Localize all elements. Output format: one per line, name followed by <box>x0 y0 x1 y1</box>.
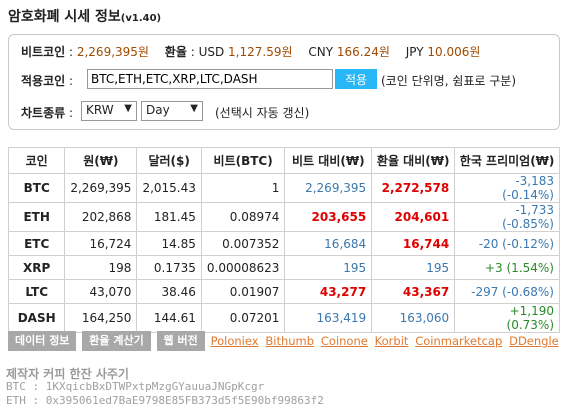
eth-address: ETH : 0x395061ed7BaE9798E85FB373d5f5E90b… <box>6 394 324 407</box>
premium-value: -3,183 (-0.14%) <box>454 173 560 203</box>
price-usd: 38.46 <box>136 279 202 304</box>
table-header-row: 코인 원(₩) 달러($) 비트(BTC) 비트 대비(₩) 환율 대비(₩) … <box>7 147 560 174</box>
price-table: 코인 원(₩) 달러($) 비트(BTC) 비트 대비(₩) 환율 대비(₩) … <box>7 147 560 333</box>
coin-list-input[interactable] <box>87 69 333 89</box>
cny-label: CNY <box>308 45 334 59</box>
table-row: ETC 16,724 14.85 0.007352 16,684 16,744 -20 (-… <box>7 231 560 256</box>
price-btc: 1 <box>200 173 286 203</box>
chart-type-label: 차트종류 : <box>21 106 74 120</box>
price-krw: 43,070 <box>64 279 138 304</box>
price-btc: 0.07201 <box>200 303 286 333</box>
col-premium: 한국 프리미엄(₩) <box>454 147 560 174</box>
col-coin: 코인 <box>7 147 66 174</box>
btc-value: 2,269,395원 <box>76 45 149 59</box>
price-usd: 14.85 <box>136 231 202 256</box>
usd-label: USD <box>198 45 225 59</box>
col-btc: 비트(BTC) <box>200 147 286 174</box>
price-btc: 0.00008623 <box>200 255 286 280</box>
col-vs-fx: 환율 대비(₩) <box>371 147 456 174</box>
jpy-value: 10.006원 <box>427 45 481 59</box>
link-korbit[interactable]: Korbit <box>374 334 409 348</box>
table-row: DASH 164,250 144.61 0.07201 163,419 163,060 +1… <box>7 303 560 333</box>
web-version-button[interactable]: 웹 버전 <box>156 331 205 351</box>
link-ddengle[interactable]: DDengle <box>509 334 559 348</box>
currency-select[interactable]: KRW ▼ <box>81 101 137 121</box>
page-title: 암호화폐 시세 정보(v1.40) <box>8 6 161 26</box>
link-coinone[interactable]: Coinone <box>320 334 368 348</box>
link-coinmarketcap[interactable]: Coinmarketcap <box>415 334 503 348</box>
price-krw: 2,269,395 <box>64 173 138 203</box>
premium-value: -297 (-0.68%) <box>454 279 560 304</box>
auto-refresh-hint: (선택시 자동 갱신) <box>215 106 310 120</box>
price-krw: 164,250 <box>64 303 138 333</box>
data-info-button[interactable]: 데이터 정보 <box>8 331 77 351</box>
fx-calculator-button[interactable]: 환율 계산기 <box>82 331 151 351</box>
price-btc: 0.08974 <box>200 202 286 232</box>
chevron-down-icon: ▼ <box>124 103 132 114</box>
price-krw: 202,868 <box>64 202 138 232</box>
table-row: LTC 43,070 38.46 0.01907 43,277 43,367 -297 (-… <box>7 279 560 304</box>
price-btc: 0.007352 <box>200 231 286 256</box>
premium-value: +1,190 (0.73%) <box>454 303 560 333</box>
price-usd: 144.61 <box>136 303 202 333</box>
donation-title: 제작자 커피 한잔 사주기 <box>6 367 129 381</box>
coin-name: XRP <box>7 255 66 280</box>
premium-value: -1,733 (-0.85%) <box>454 202 560 232</box>
table-row: BTC 2,269,395 2,015.43 1 2,269,395 2,272,578-… <box>7 173 560 203</box>
vs-btc-value: 163,419 <box>284 303 373 333</box>
col-vs-btc: 비트 대비(₩) <box>284 147 373 174</box>
vs-btc-value: 2,269,395 <box>284 173 373 203</box>
price-krw: 198 <box>64 255 138 280</box>
col-krw: 원(₩) <box>64 147 138 174</box>
coin-input-hint: (코인 단위명, 쉼표로 구분) <box>381 74 517 88</box>
bottom-toolbar: 데이터 정보 환율 계산기 웹 버전 Poloniex Bithumb Coin… <box>8 331 562 351</box>
vs-fx-value: 43,367 <box>371 279 456 304</box>
coin-name: ETC <box>7 231 66 256</box>
premium-value: +3 (1.54%) <box>454 255 560 280</box>
vs-fx-value: 163,060 <box>371 303 456 333</box>
vs-btc-value: 195 <box>284 255 373 280</box>
cny-value: 166.24원 <box>336 45 390 59</box>
btc-address: BTC : 1KXqicbBxDTWPxtpMzgGYauuaJNGpKcgr <box>6 380 265 393</box>
settings-panel: 비트코인 : 2,269,395원 환율 : USD 1,127.59원 CNY… <box>8 34 560 130</box>
table-row: XRP 198 0.1735 0.00008623 195 195 +3 (1.54%) <box>7 255 560 280</box>
title-text: 암호화폐 시세 정보 <box>8 9 121 25</box>
vs-fx-value: 2,272,578 <box>371 173 456 203</box>
coin-name: BTC <box>7 173 66 203</box>
vs-btc-value: 16,684 <box>284 231 373 256</box>
price-btc: 0.01907 <box>200 279 286 304</box>
price-krw: 16,724 <box>64 231 138 256</box>
vs-fx-value: 195 <box>371 255 456 280</box>
period-select[interactable]: Day ▼ <box>141 101 203 121</box>
vs-fx-value: 16,744 <box>371 231 456 256</box>
coin-name: ETH <box>7 202 66 232</box>
price-usd: 2,015.43 <box>136 173 202 203</box>
coin-name: LTC <box>7 279 66 304</box>
coin-name: DASH <box>7 303 66 333</box>
table-row: ETH 202,868 181.45 0.08974 203,655 204,601 -1,… <box>7 202 560 232</box>
fx-label: 환율 <box>164 45 187 59</box>
link-bithumb[interactable]: Bithumb <box>265 334 315 348</box>
apply-coins-label: 적용코인 : <box>21 74 74 88</box>
link-poloniex[interactable]: Poloniex <box>210 334 259 348</box>
jpy-label: JPY <box>405 45 424 59</box>
chevron-down-icon: ▼ <box>190 103 198 114</box>
vs-btc-value: 43,277 <box>284 279 373 304</box>
btc-label: 비트코인 <box>21 45 66 59</box>
col-usd: 달러($) <box>136 147 202 174</box>
rate-summary: 비트코인 : 2,269,395원 환율 : USD 1,127.59원 CNY… <box>21 45 481 59</box>
vs-fx-value: 204,601 <box>371 202 456 232</box>
price-usd: 181.45 <box>136 202 202 232</box>
premium-value: -20 (-0.12%) <box>454 231 560 256</box>
apply-button[interactable]: 적용 <box>335 69 377 89</box>
usd-value: 1,127.59원 <box>228 45 293 59</box>
vs-btc-value: 203,655 <box>284 202 373 232</box>
version-label: (v1.40) <box>120 13 162 24</box>
price-usd: 0.1735 <box>136 255 202 280</box>
